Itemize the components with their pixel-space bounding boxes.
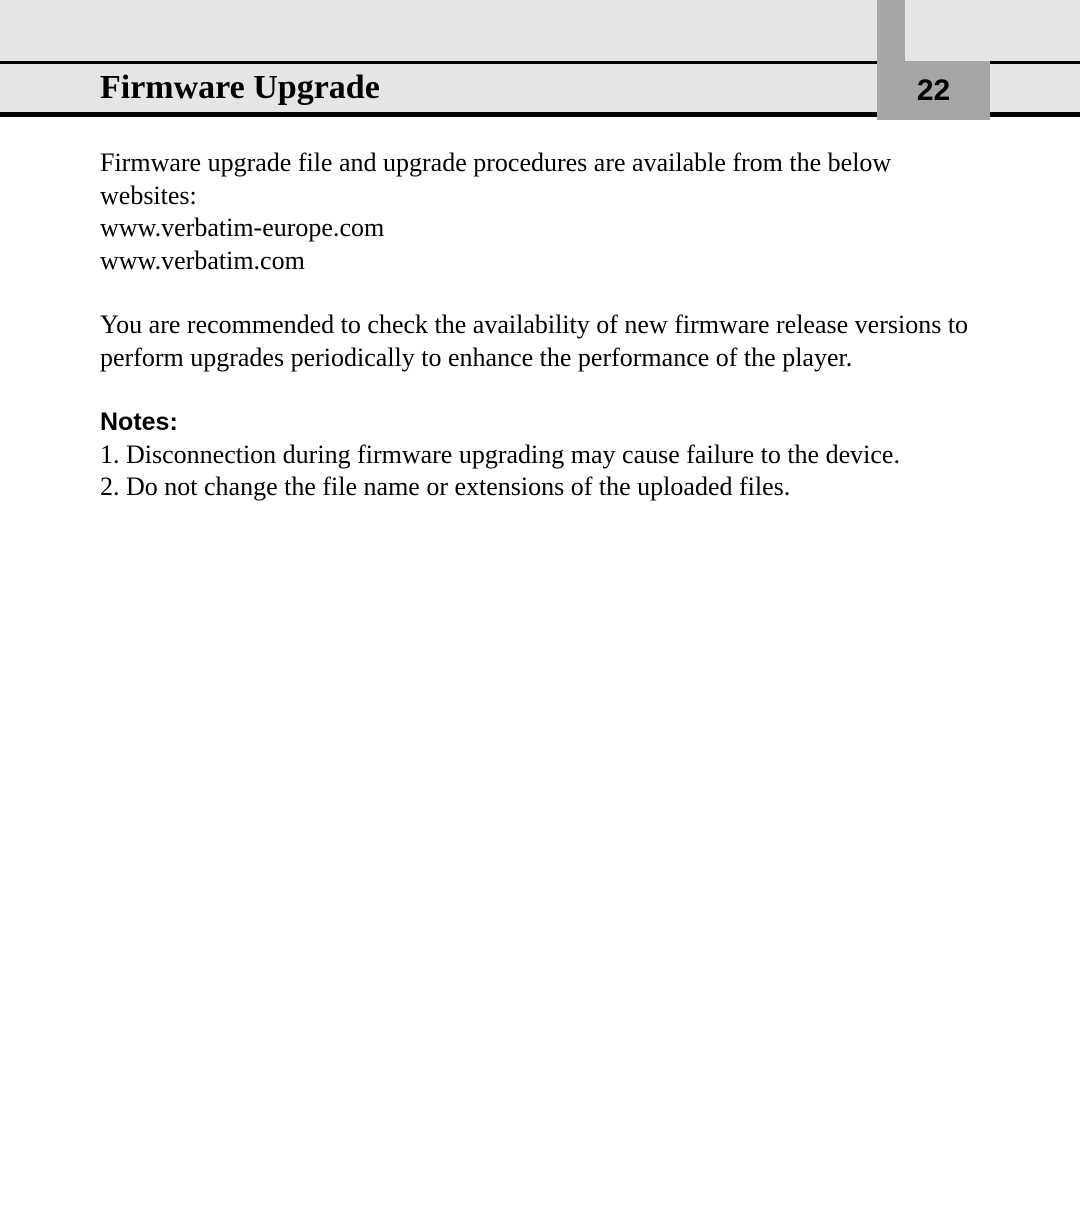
top-gray-bar xyxy=(0,0,1080,61)
page-number: 22 xyxy=(877,61,990,120)
header-band: Firmware Upgrade 22 xyxy=(0,61,1080,117)
intro-paragraph: Firmware upgrade file and upgrade proced… xyxy=(100,147,980,277)
intro-text: Firmware upgrade file and upgrade proced… xyxy=(100,148,891,210)
notes-section: Notes: 1. Disconnection during firmware … xyxy=(100,406,980,504)
top-bar-tab xyxy=(877,0,905,61)
note-2: 2. Do not change the file name or extens… xyxy=(100,471,980,504)
url-1: www.verbatim-europe.com xyxy=(100,212,980,245)
url-2: www.verbatim.com xyxy=(100,245,980,278)
recommendation-text: You are recommended to check the availab… xyxy=(100,310,968,372)
note-1: 1. Disconnection during firmware upgradi… xyxy=(100,439,980,472)
recommendation-paragraph: You are recommended to check the availab… xyxy=(100,309,980,374)
content-area: Firmware upgrade file and upgrade proced… xyxy=(0,117,1080,504)
page-title: Firmware Upgrade xyxy=(0,69,380,107)
notes-label: Notes: xyxy=(100,408,178,436)
